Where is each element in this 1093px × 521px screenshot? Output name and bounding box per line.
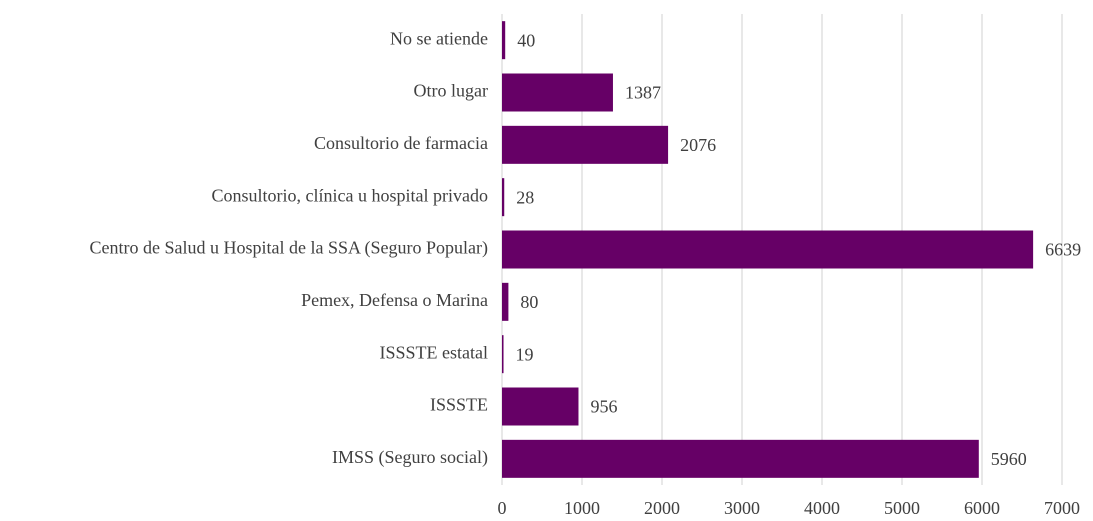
y-tick-label: ISSSTE estatal (380, 342, 489, 362)
data-label: 6639 (1045, 240, 1081, 260)
data-label: 5960 (991, 449, 1027, 469)
y-tick-label: IMSS (Seguro social) (332, 447, 488, 468)
y-tick-label: Consultorio de farmacia (314, 133, 488, 153)
x-tick-label: 6000 (964, 498, 1000, 518)
data-label: 28 (516, 187, 534, 207)
data-label: 956 (590, 397, 617, 417)
data-label: 19 (516, 344, 534, 364)
y-tick-label: Consultorio, clínica u hospital privado (212, 185, 488, 205)
y-tick-label: ISSSTE (430, 395, 488, 415)
x-tick-label: 3000 (724, 498, 760, 518)
data-label: 2076 (680, 135, 716, 155)
x-tick-label: 4000 (804, 498, 840, 518)
bar (502, 125, 669, 164)
x-tick-label: 5000 (884, 498, 920, 518)
x-tick-label: 1000 (564, 498, 600, 518)
bar (502, 439, 979, 478)
bar (502, 335, 504, 374)
bar (502, 73, 613, 112)
bar (502, 230, 1034, 269)
y-tick-label: Otro lugar (414, 81, 488, 101)
x-tick-label: 7000 (1044, 498, 1080, 518)
data-label: 1387 (625, 83, 661, 103)
bar (502, 282, 509, 321)
y-tick-label: Centro de Salud u Hospital de la SSA (Se… (90, 238, 488, 259)
y-tick-label: Pemex, Defensa o Marina (301, 290, 488, 310)
bar (502, 387, 579, 426)
bar (502, 178, 505, 217)
x-tick-label: 0 (498, 498, 507, 518)
data-label: 80 (520, 292, 538, 312)
y-tick-label: No se atiende (390, 28, 488, 48)
data-label: 40 (517, 30, 535, 50)
bar (502, 21, 506, 60)
x-tick-label: 2000 (644, 498, 680, 518)
